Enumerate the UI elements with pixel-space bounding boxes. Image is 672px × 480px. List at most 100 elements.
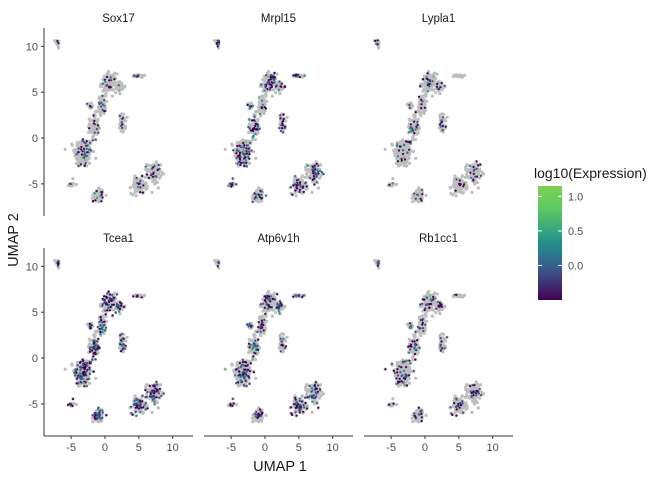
cell-point [449,185,453,190]
cell-point [132,185,136,189]
cell-point [87,337,91,341]
cell-point [261,99,264,102]
cell-point [465,170,469,174]
cell-point [408,103,411,106]
cell-point [101,321,104,324]
cell-point [475,160,478,163]
cell-point [256,124,259,127]
cell-point [123,84,127,88]
y-tick-label: 5 [32,87,38,99]
cell-point [296,181,299,184]
cell-point [474,175,477,178]
facet-title: Atp6v1h [257,233,299,245]
cell-point [158,167,161,170]
cell-point [273,71,276,74]
cell-point [394,161,399,165]
cell-point [91,139,94,142]
cell-point [460,174,464,178]
cell-point [157,392,160,395]
cell-point [124,339,128,343]
cell-point [101,409,104,412]
cell-point [97,131,100,134]
cell-point [248,153,251,156]
cell-point [402,161,406,165]
cell-point [92,199,95,203]
cell-point [263,80,267,84]
cell-point [117,84,120,87]
cell-point [70,363,74,367]
facet-panel-lypla1: Lypla1 [373,13,486,204]
cell-point [435,72,439,76]
cell-point [153,400,156,403]
cell-point [245,165,248,168]
cell-point [99,315,102,319]
cell-point [254,376,258,380]
cell-point [395,149,399,153]
cell-point [132,295,135,298]
cell-point [83,141,86,144]
facet-title: Lypla1 [422,13,455,25]
cell-point [84,158,87,161]
cell-point [472,172,475,175]
cell-point [151,398,154,401]
cell-point [298,183,301,186]
cell-point [101,416,104,419]
cell-point [266,88,269,91]
cell-point [102,298,105,302]
cell-point [123,347,126,350]
cell-point [141,394,144,397]
cell-point [90,361,93,364]
cell-point [234,402,238,407]
cell-point [420,188,424,191]
cell-point [63,367,67,371]
cell-point [151,175,155,178]
cell-point [105,71,110,75]
cell-point [428,85,431,88]
cell-point [409,123,412,126]
cell-point [235,149,239,152]
cell-point [426,81,429,84]
cell-point [270,94,274,98]
cell-point [425,99,429,103]
cell-point [440,81,443,85]
cell-point [266,82,269,85]
cell-point [122,337,125,340]
cell-point [293,177,297,181]
cell-point [99,330,102,333]
cell-point [78,370,81,374]
cell-point [419,197,422,200]
cell-point [98,112,102,116]
cell-point [71,398,75,401]
cell-point [84,162,87,165]
cell-point [106,296,109,299]
cell-point [139,188,143,192]
cell-point [145,186,149,190]
cell-point [271,77,274,80]
cell-point [270,82,273,85]
cell-point [260,83,263,86]
cell-point [92,370,95,373]
cell-point [238,144,241,147]
cell-point [85,370,88,373]
cell-point [84,373,87,376]
cell-point [278,92,282,96]
cell-point [473,168,476,171]
cell-point [305,175,309,179]
cell-point [261,103,265,106]
cell-point [85,144,88,147]
cell-point [470,190,474,194]
cell-point [143,404,146,407]
cell-point [84,152,87,156]
cell-point [99,409,102,412]
cell-point [83,149,86,153]
cell-point [108,88,112,92]
cell-point [280,82,283,85]
cell-point [160,170,164,174]
cell-point [122,112,126,116]
cell-point [223,147,227,151]
cell-point [159,383,163,387]
cell-point [118,89,121,92]
cell-point [145,184,149,188]
cell-point [150,396,153,399]
cell-point [89,141,92,144]
